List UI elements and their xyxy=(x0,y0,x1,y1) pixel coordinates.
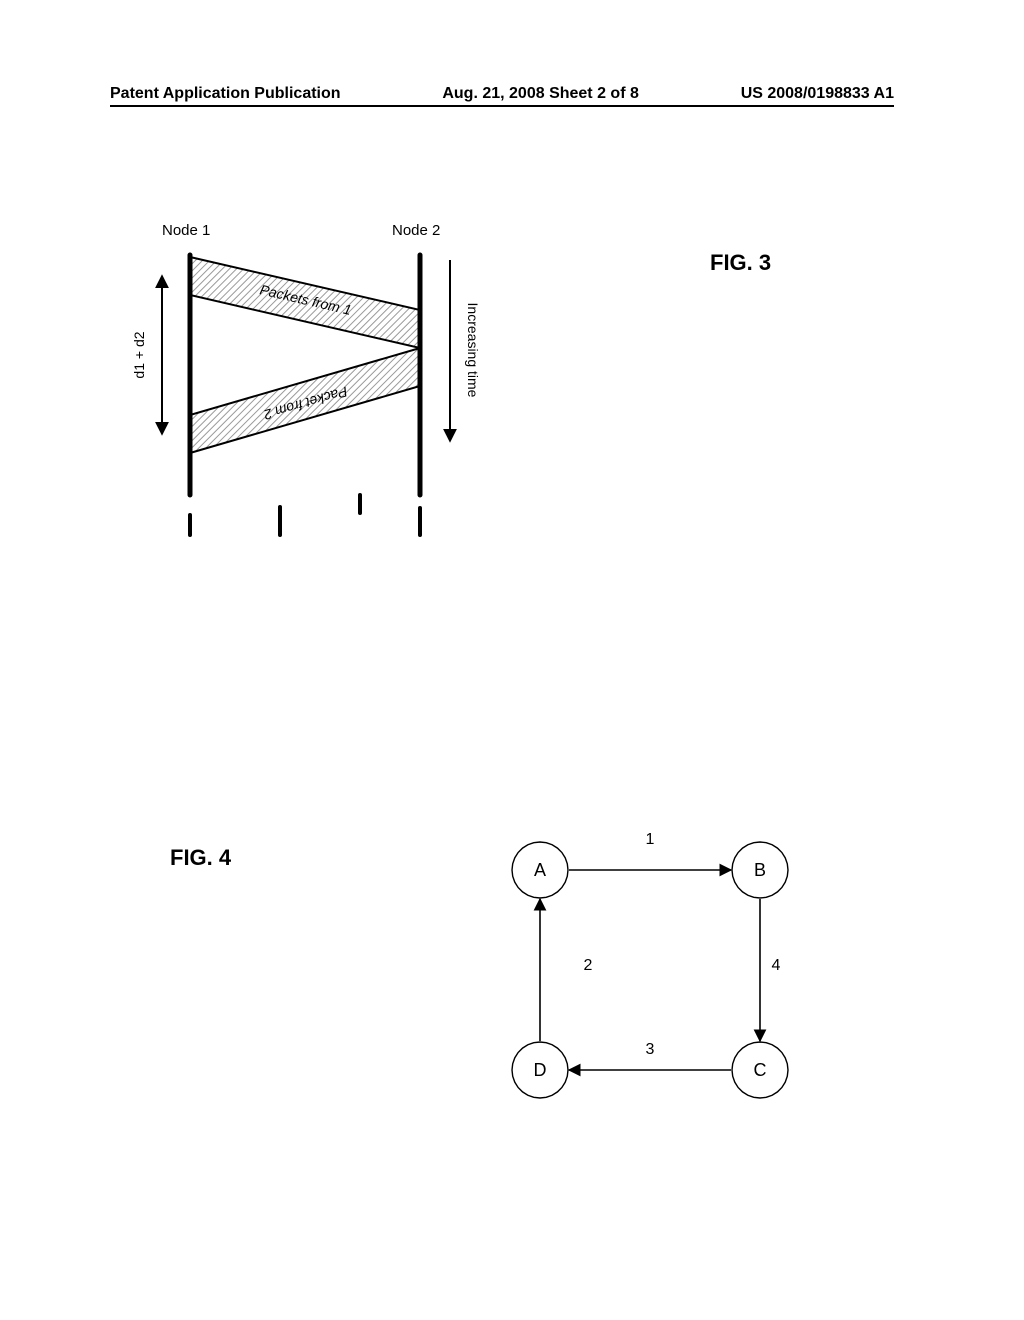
svg-text:Node 2: Node 2 xyxy=(392,222,440,239)
fig4-label: FIG. 4 xyxy=(170,845,231,871)
svg-text:A: A xyxy=(534,860,546,880)
svg-text:1: 1 xyxy=(646,831,655,848)
svg-text:Node 1: Node 1 xyxy=(162,222,210,239)
svg-text:4: 4 xyxy=(772,957,781,974)
fig3-diagram: Node 1Node 2Packets from 1Packet from 2d… xyxy=(120,215,490,545)
svg-text:3: 3 xyxy=(646,1041,655,1058)
page: Patent Application Publication Aug. 21, … xyxy=(0,0,1024,1320)
svg-text:Increasing time: Increasing time xyxy=(465,303,481,398)
svg-text:2: 2 xyxy=(584,957,593,974)
svg-text:C: C xyxy=(754,1060,767,1080)
svg-text:B: B xyxy=(754,860,766,880)
fig3-label: FIG. 3 xyxy=(710,250,771,276)
page-header: Patent Application Publication Aug. 21, … xyxy=(110,85,894,103)
header-left: Patent Application Publication xyxy=(110,85,341,103)
header-right: US 2008/0198833 A1 xyxy=(741,85,894,103)
header-rule xyxy=(110,105,894,107)
fig4-diagram: 1 2 3 4 A B C D xyxy=(480,810,840,1130)
header-center: Aug. 21, 2008 Sheet 2 of 8 xyxy=(442,85,639,103)
svg-text:D: D xyxy=(534,1060,547,1080)
svg-text:d1 + d2: d1 + d2 xyxy=(131,331,147,378)
